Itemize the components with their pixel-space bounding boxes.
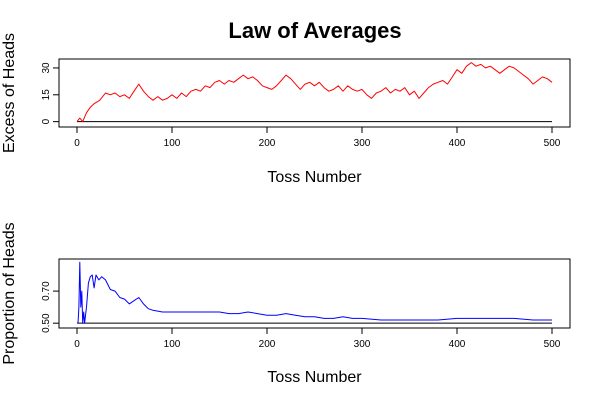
excess-y-axis-label: Excess of Heads: [1, 33, 18, 153]
excess-x-axis-label: Toss Number: [267, 169, 362, 186]
excess-y-tick-label: 15: [41, 89, 52, 101]
figure-title: Law of Averages: [228, 18, 401, 43]
excess-y-tick-label: 0: [41, 118, 52, 124]
excess-x-tick-label: 500: [544, 138, 561, 149]
excess-x-tick-label: 100: [164, 138, 181, 149]
proportion-plot-frame: [58, 258, 571, 329]
proportion-y-tick-label: 0.70: [41, 281, 52, 301]
excess-y-tick-label: 30: [41, 62, 52, 74]
proportion-x-tick-label: 300: [354, 339, 371, 350]
excess-plot-frame: [58, 58, 571, 128]
proportion-heads-panel: 0 100 200 300 400 500 0.50 0.70 Toss Number Propo…: [1, 222, 571, 386]
excess-x-tick-label: 300: [354, 138, 371, 149]
excess-series-line: [76, 62, 553, 123]
excess-x-tick-label: 0: [74, 138, 80, 149]
excess-x-tick-label: 400: [449, 138, 466, 149]
proportion-y-axis-label: Proportion of Heads: [1, 222, 18, 364]
proportion-x-tick-label: 400: [449, 339, 466, 350]
excess-heads-panel: 0 100 200 300 400 500 0 15 30 Toss Number Excess o…: [1, 33, 571, 186]
proportion-y-tick-label: 0.50: [41, 313, 52, 333]
proportion-x-tick-label: 500: [544, 339, 561, 350]
excess-x-tick-label: 200: [259, 138, 276, 149]
proportion-x-tick-label: 0: [74, 339, 80, 350]
proportion-x-axis-label: Toss Number: [267, 369, 362, 386]
proportion-x-tick-label: 200: [259, 339, 276, 350]
proportion-series-line: [77, 261, 552, 324]
proportion-x-tick-label: 100: [164, 339, 181, 350]
